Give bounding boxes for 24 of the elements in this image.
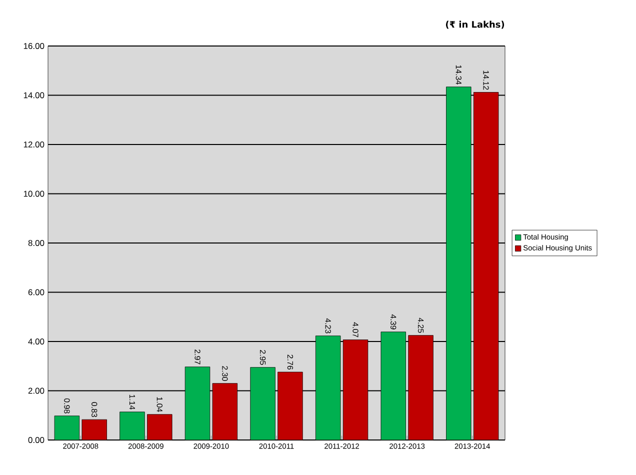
y-tick-label: 16.00: [24, 43, 44, 49]
y-tick-label: 10.00: [24, 190, 44, 197]
bar: [446, 86, 472, 440]
bar: [147, 414, 172, 440]
bar: [185, 366, 210, 440]
y-tick-label: 2.00: [28, 388, 44, 394]
bar: [380, 332, 406, 440]
y-tick-label: 6.00: [28, 289, 44, 296]
bar: [82, 420, 107, 440]
y-tick-label: 0.00: [28, 437, 44, 443]
bar: [473, 92, 499, 440]
bar: [343, 340, 368, 440]
bar: [54, 416, 80, 440]
text: (₹ in Lakhs): [446, 20, 504, 29]
y-tick-label: 14.00: [24, 92, 44, 98]
bar: [316, 336, 340, 440]
y-tick-label: 12.00: [24, 142, 44, 148]
bar: [408, 335, 434, 440]
bar: [250, 367, 276, 440]
y-tick-label: 8.00: [28, 240, 44, 246]
bar: [212, 383, 238, 440]
y-tick-label: 4.00: [28, 338, 44, 344]
bar: [120, 412, 145, 440]
bar: [278, 372, 303, 440]
